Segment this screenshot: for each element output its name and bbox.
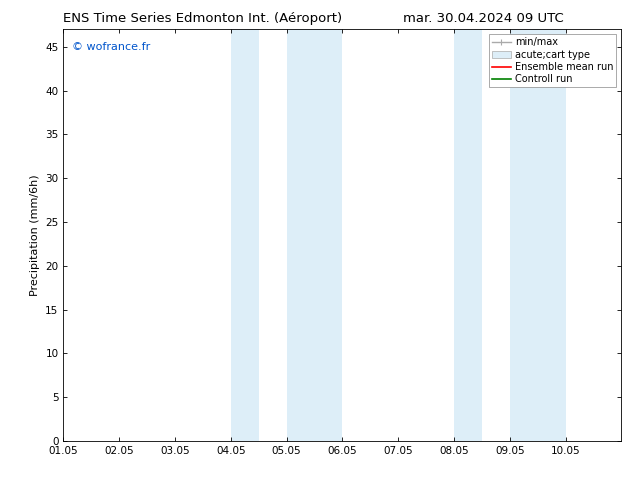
Y-axis label: Precipitation (mm/6h): Precipitation (mm/6h) (30, 174, 40, 296)
Bar (454, 29, 482, 441)
Text: ENS Time Series Edmonton Int. (Aéroport): ENS Time Series Edmonton Int. (Aéroport) (63, 12, 342, 25)
Text: mar. 30.04.2024 09 UTC: mar. 30.04.2024 09 UTC (403, 12, 564, 25)
Bar (287, 29, 342, 441)
Legend: min/max, acute;cart type, Ensemble mean run, Controll run: min/max, acute;cart type, Ensemble mean … (489, 34, 616, 87)
Bar (231, 29, 259, 441)
Text: © wofrance.fr: © wofrance.fr (72, 42, 150, 52)
Bar (510, 29, 566, 441)
